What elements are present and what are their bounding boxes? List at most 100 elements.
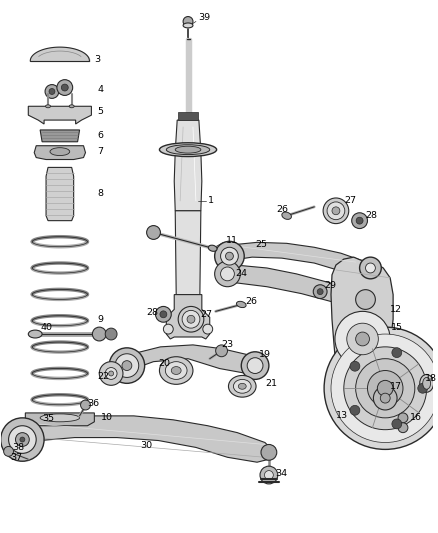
Circle shape <box>356 359 415 418</box>
Circle shape <box>105 328 117 340</box>
Circle shape <box>317 289 323 295</box>
Text: 34: 34 <box>275 469 287 478</box>
Bar <box>178 112 198 120</box>
Ellipse shape <box>171 367 181 375</box>
Text: 22: 22 <box>97 372 110 381</box>
Circle shape <box>398 413 408 423</box>
Circle shape <box>163 324 173 334</box>
Circle shape <box>367 370 403 406</box>
Circle shape <box>20 437 25 442</box>
Ellipse shape <box>237 301 246 308</box>
Circle shape <box>109 348 145 383</box>
Ellipse shape <box>423 377 431 389</box>
Text: 7: 7 <box>97 147 103 156</box>
Circle shape <box>61 84 68 91</box>
Circle shape <box>356 289 375 309</box>
Circle shape <box>344 347 427 430</box>
Text: 25: 25 <box>255 240 267 249</box>
Circle shape <box>122 361 132 370</box>
Circle shape <box>187 316 195 323</box>
Ellipse shape <box>50 148 70 156</box>
Circle shape <box>45 85 59 99</box>
Text: 19: 19 <box>259 350 271 359</box>
Text: 16: 16 <box>410 414 422 422</box>
Ellipse shape <box>159 143 217 157</box>
Ellipse shape <box>28 330 42 338</box>
Circle shape <box>350 361 360 371</box>
Circle shape <box>356 332 370 346</box>
Circle shape <box>347 323 378 355</box>
Circle shape <box>105 368 117 379</box>
Circle shape <box>241 352 269 379</box>
Circle shape <box>313 285 327 298</box>
Ellipse shape <box>208 245 217 252</box>
Text: 39: 39 <box>198 13 210 22</box>
Ellipse shape <box>46 105 50 108</box>
Text: 10: 10 <box>101 414 113 422</box>
Circle shape <box>374 386 397 410</box>
Text: 35: 35 <box>42 414 54 423</box>
Circle shape <box>178 306 204 332</box>
Circle shape <box>109 371 113 376</box>
Text: 26: 26 <box>245 297 257 306</box>
Circle shape <box>352 213 367 229</box>
Text: 15: 15 <box>391 322 403 332</box>
Circle shape <box>182 310 200 328</box>
Circle shape <box>221 267 234 281</box>
Circle shape <box>331 334 438 442</box>
Text: 38: 38 <box>13 443 25 452</box>
Text: 8: 8 <box>97 189 103 198</box>
Ellipse shape <box>159 357 193 384</box>
Polygon shape <box>40 130 80 142</box>
Circle shape <box>183 17 193 27</box>
Circle shape <box>366 263 375 273</box>
Polygon shape <box>18 416 272 462</box>
Circle shape <box>49 88 55 94</box>
Polygon shape <box>34 146 85 159</box>
Circle shape <box>99 362 123 385</box>
Text: 6: 6 <box>97 131 103 140</box>
Circle shape <box>4 447 14 456</box>
Ellipse shape <box>166 362 187 379</box>
Circle shape <box>203 324 213 334</box>
Circle shape <box>215 345 227 357</box>
Polygon shape <box>175 211 201 295</box>
Circle shape <box>155 306 171 322</box>
Text: 28: 28 <box>366 211 378 220</box>
Circle shape <box>1 418 44 461</box>
Circle shape <box>335 311 390 367</box>
Polygon shape <box>25 413 94 426</box>
Circle shape <box>265 471 273 480</box>
Text: 9: 9 <box>97 315 103 324</box>
Text: 30: 30 <box>141 441 153 450</box>
Text: 11: 11 <box>226 236 237 245</box>
Ellipse shape <box>229 375 256 397</box>
Circle shape <box>324 327 438 449</box>
Circle shape <box>392 348 402 358</box>
Text: 18: 18 <box>425 374 437 383</box>
Ellipse shape <box>282 212 291 220</box>
Circle shape <box>215 261 240 287</box>
Circle shape <box>332 207 340 215</box>
Circle shape <box>261 445 277 461</box>
Circle shape <box>260 466 278 484</box>
Circle shape <box>221 247 238 265</box>
Ellipse shape <box>40 414 80 422</box>
Circle shape <box>380 393 390 403</box>
Text: 36: 36 <box>88 399 99 408</box>
Text: 5: 5 <box>97 107 103 116</box>
Text: 3: 3 <box>94 55 100 64</box>
Ellipse shape <box>420 375 434 392</box>
Ellipse shape <box>238 383 246 389</box>
Polygon shape <box>28 106 92 124</box>
Text: 17: 17 <box>390 382 402 391</box>
Text: 4: 4 <box>97 85 103 94</box>
Circle shape <box>57 79 73 95</box>
Circle shape <box>226 252 233 260</box>
Circle shape <box>323 198 349 224</box>
Circle shape <box>392 419 402 429</box>
Circle shape <box>356 217 363 224</box>
Ellipse shape <box>175 146 201 153</box>
Circle shape <box>398 423 408 433</box>
Text: 27: 27 <box>344 197 356 205</box>
